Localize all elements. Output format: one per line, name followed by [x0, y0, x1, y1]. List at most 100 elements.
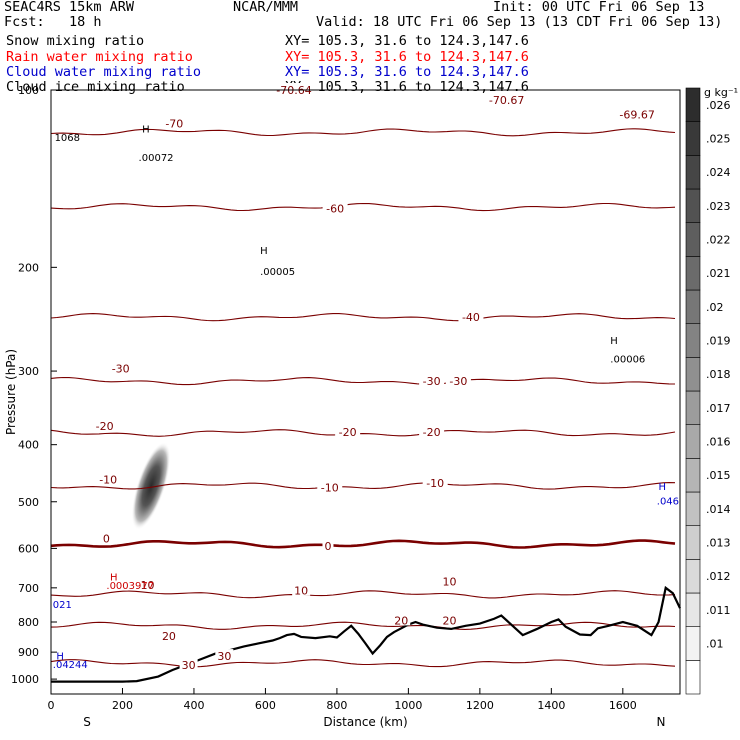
colorbar-level-label: .011: [706, 604, 731, 617]
contour-label-bg: [292, 583, 311, 596]
contour-label: 0: [103, 532, 110, 545]
contour-label-bg: [317, 480, 343, 493]
contour-label: 30: [182, 659, 196, 672]
x-tick-label: 600: [255, 699, 276, 712]
temperature-contour-line: [50, 128, 676, 137]
colorbar-swatch: [685, 188, 701, 223]
colorbar-level-label: .018: [706, 368, 731, 381]
x-tick-label: 1200: [466, 699, 494, 712]
contour-label-bg: [614, 107, 661, 120]
colorbar-swatch: [685, 592, 701, 627]
snow-mixing-ratio-max: [131, 441, 171, 530]
contour-label-bg: [179, 657, 198, 670]
contour-label: 20: [162, 630, 176, 643]
contour-label: -20: [96, 420, 114, 433]
colorbar-swatch: [685, 626, 701, 661]
temperature-contour-line: [50, 429, 676, 437]
x-axis-label: Distance (km): [323, 715, 407, 729]
contour-label-bg: [483, 93, 530, 106]
forecast-hour: Fcst: 18 h: [4, 14, 102, 30]
terrain-surface-line: [51, 585, 681, 683]
colorbar-level-label: .021: [706, 267, 731, 280]
contour-label-bg: [108, 361, 134, 374]
field-rain-xy: XY= 105.3, 31.6 to 124.3,147.6: [285, 49, 529, 65]
colorbar-swatch: [685, 357, 701, 392]
contour-label: 20: [442, 614, 456, 627]
field-rain-name: Rain water mixing ratio: [6, 49, 193, 65]
contour-label: -30: [112, 362, 130, 375]
temperature-contour-line: [50, 482, 676, 490]
contour-label: -40: [462, 311, 480, 324]
model-title: SEAC4RS 15km ARW: [4, 0, 135, 15]
y-tick-label: 300: [18, 365, 39, 378]
colorbar-level-label: .016: [706, 436, 731, 449]
field-annotation: .0003977: [106, 581, 154, 592]
x-tick-label: 800: [326, 699, 347, 712]
temperature-contour-line: [50, 659, 676, 668]
colorbar-level-label: .019: [706, 335, 731, 348]
field-annotation: .046: [657, 496, 679, 507]
colorbar-level-label: .025: [706, 133, 731, 146]
contour-label-bg: [419, 374, 445, 387]
x-tick-label: 1000: [394, 699, 422, 712]
colorbar-swatch: [685, 256, 701, 291]
contour-label-bg: [445, 374, 471, 387]
contour-label: 30: [217, 650, 231, 663]
contour-label-bg: [335, 425, 361, 438]
contour-label: -69.67: [619, 108, 654, 121]
contour-label-bg: [392, 613, 411, 626]
plot-frame: [50, 89, 681, 695]
field-annotation: 1068: [55, 133, 80, 144]
contour-label-bg: [440, 613, 459, 626]
contour-label: -70.67: [489, 94, 524, 107]
field-annotation: H: [610, 336, 618, 347]
contour-label-bg: [458, 310, 484, 323]
colorbar-level-label: .026: [706, 99, 731, 112]
contour-label-bg: [215, 649, 234, 662]
contour-label-bg: [138, 577, 157, 590]
colorbar-swatch: [685, 289, 701, 324]
colorbar-swatch: [685, 121, 701, 156]
temperature-contour-line: [50, 590, 676, 599]
colorbar-level-label: .012: [706, 570, 731, 583]
field-snow-name: Snow mixing ratio: [6, 33, 145, 49]
colorbar-level-label: .024: [706, 166, 731, 179]
colorbar-level-label: .017: [706, 402, 731, 415]
field-annotation: .00006: [610, 354, 645, 365]
contour-label-bg: [440, 574, 459, 587]
contour-label-bg: [159, 629, 178, 642]
contour-label: -10: [426, 477, 444, 490]
colorbar-level-label: .01: [706, 638, 724, 651]
contour-label: -10: [321, 482, 339, 495]
colorbar-swatch: [685, 424, 701, 459]
y-tick-label: 400: [18, 439, 39, 452]
y-tick-label-top: 100: [18, 84, 39, 97]
temperature-contour-line: [50, 539, 676, 549]
contour-label: -30: [423, 375, 441, 388]
contour-label-bg: [322, 201, 348, 214]
field-annotation: H: [110, 572, 118, 583]
init-time: Init: 00 UTC Fri 06 Sep 13: [493, 0, 705, 15]
colorbar-level-label: .013: [706, 537, 731, 550]
contour-label-bg: [422, 476, 448, 489]
field-annotation: H: [56, 651, 64, 662]
contour-label-bg: [419, 425, 445, 438]
contour-label: -20: [339, 426, 357, 439]
contour-label-bg: [100, 531, 112, 544]
x-tick-label: 1600: [609, 699, 637, 712]
contour-label-bg: [322, 538, 334, 551]
contour-label: -10: [99, 473, 117, 486]
field-cloudwater-xy: XY= 105.3, 31.6 to 124.3,147.6: [285, 64, 529, 80]
y-axis-label: Pressure (hPa): [4, 349, 18, 435]
contour-label-bg: [92, 419, 118, 432]
contour-label: -20: [423, 426, 441, 439]
colorbar-swatch: [685, 155, 701, 190]
colorbar-swatch: [685, 458, 701, 493]
x-end-label-right: N: [657, 715, 666, 729]
contour-label: 10: [442, 576, 456, 589]
y-tick-label: 500: [18, 496, 39, 509]
y-tick-label: 1000: [11, 673, 39, 686]
colorbar-swatch: [685, 491, 701, 526]
x-tick-label: 200: [112, 699, 133, 712]
